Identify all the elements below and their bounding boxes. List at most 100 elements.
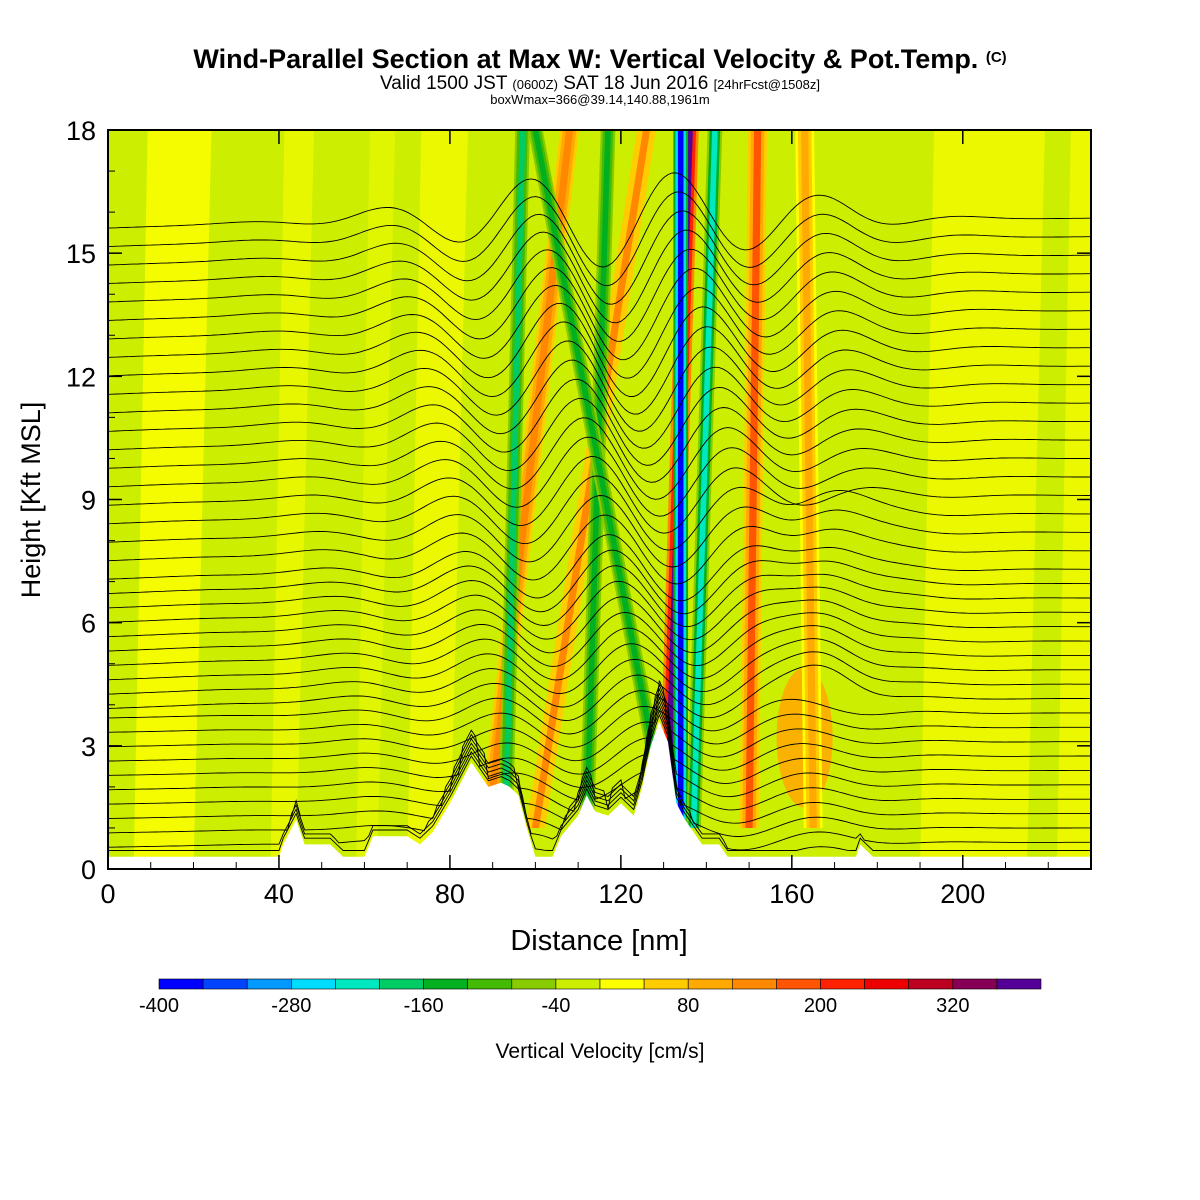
colorbar-swatch (996, 978, 1042, 990)
colorbar-swatch (335, 978, 380, 990)
isentrope (108, 580, 1091, 641)
colorbar-swatch (555, 978, 601, 990)
isentrope (108, 321, 1091, 415)
isentrope (108, 267, 1091, 361)
colorbar-swatch (599, 978, 645, 990)
isentrope (108, 229, 1091, 324)
y-tick-label: 12 (66, 362, 96, 392)
isentrope (108, 475, 1091, 551)
y-axis-label: Height [Kft MSL] (16, 402, 46, 599)
colorbar-swatch (687, 978, 733, 990)
isentrope (108, 417, 1091, 500)
isentrope (108, 638, 1091, 694)
potential-temperature-contours (108, 172, 1091, 851)
isentrope (108, 378, 1091, 466)
isentrope (108, 687, 1091, 788)
colorbar-swatch (158, 978, 204, 990)
y-tick-label: 0 (81, 855, 96, 885)
isentrope (108, 611, 1091, 667)
updraft-band (801, 130, 817, 828)
isentrope (108, 696, 1091, 812)
x-tick-label: 40 (264, 879, 294, 909)
isentrope (108, 340, 1091, 432)
copyright-mark: (C) (985, 49, 1007, 66)
isentrope (108, 705, 1091, 748)
isentrope (108, 565, 1091, 628)
updraft-band (745, 130, 762, 828)
downdraft-band (532, 130, 671, 828)
isentrope (108, 534, 1091, 602)
x-axis-ticks: 0 40 80 120 160 200 (100, 130, 1049, 909)
isentrope (108, 651, 1091, 708)
weak-updraft-region (133, 130, 212, 869)
weak-updraft-region (920, 130, 1045, 869)
colorbar-swatch (202, 978, 248, 990)
valid-time-zulu: (0600Z) (512, 77, 558, 92)
colorbar: -400 -280 -160 -40 80 200 320 (139, 978, 1042, 1017)
x-tick-label: 80 (435, 879, 465, 909)
isentrope (108, 398, 1091, 483)
colorbar-swatch (820, 978, 865, 990)
isentrope (108, 596, 1091, 654)
terrain-profile (108, 721, 1091, 869)
x-axis-label: Distance [nm] (510, 925, 687, 957)
forecast-info: [24hrFcst@1508z] (713, 77, 820, 92)
colorbar-label: Vertical Velocity [cm/s] (496, 1040, 705, 1063)
valid-date: SAT 18 Jun 2016 (563, 73, 709, 94)
weak-updraft-region (355, 130, 396, 869)
isentrope (108, 700, 1091, 824)
colorbar-swatch (643, 978, 689, 990)
isentrope (108, 625, 1091, 681)
colorbar-swatch (776, 978, 821, 990)
colorbar-swatch (379, 978, 424, 990)
isentrope (108, 664, 1091, 721)
y-tick-label: 18 (66, 116, 96, 146)
isentrope (108, 514, 1091, 585)
colorbar-swatch (290, 978, 336, 990)
isentrope (108, 456, 1091, 534)
isentrope (108, 284, 1091, 379)
colorbar-swatch (864, 978, 909, 990)
downdraft-band (690, 130, 718, 828)
colorbar-swatch (952, 978, 998, 990)
valid-time-line: Valid 1500 JST (0600Z) SAT 18 Jun 2016 [… (0, 73, 1200, 95)
velocity-bands (478, 130, 823, 828)
colorbar-tick-label: -280 (271, 995, 311, 1017)
isentrope (108, 359, 1091, 449)
isentrope (108, 495, 1091, 568)
colorbar-tick-label: 80 (677, 995, 699, 1017)
colorbar-swatch (908, 978, 954, 990)
colorbar-tick-label: 320 (936, 995, 969, 1017)
colorbar-tick-label: -400 (139, 995, 179, 1017)
x-tick-label: 160 (769, 879, 814, 909)
y-tick-label: 6 (81, 609, 96, 639)
colorbar-swatch (246, 978, 292, 990)
isentrope (108, 709, 1091, 851)
isentrope (108, 692, 1091, 801)
colorbar-swatch (511, 978, 557, 990)
chart-title: Wind-Parallel Section at Max W: Vertical… (0, 44, 1200, 75)
isentrope (108, 713, 1091, 851)
y-tick-label: 9 (81, 486, 96, 516)
downdraft-band (502, 130, 526, 828)
colorbar-swatch (423, 978, 469, 990)
isentrope (108, 302, 1091, 397)
colorbar-tick-label: 200 (804, 995, 837, 1017)
isentrope (108, 683, 1091, 775)
terrain-mask (108, 721, 1091, 869)
isentrope (108, 210, 1091, 305)
colorbar-swatch (731, 978, 777, 990)
y-tick-label: 3 (81, 732, 96, 762)
y-tick-label: 15 (66, 239, 96, 269)
valid-time-local: Valid 1500 JST (380, 73, 508, 94)
isentrope (108, 549, 1091, 615)
box-wmax-info: boxWmax=366@39.14,140.88,1961m (490, 92, 710, 107)
y-axis-ticks: 0 3 6 9 12 15 18 (66, 116, 1091, 885)
isentrope (108, 690, 1091, 735)
colorbar-tick-label: -40 (541, 995, 570, 1017)
isentrope (108, 436, 1091, 517)
x-tick-label: 0 (100, 879, 115, 909)
colorbar-swatch (467, 978, 513, 990)
isentrope (108, 191, 1091, 287)
